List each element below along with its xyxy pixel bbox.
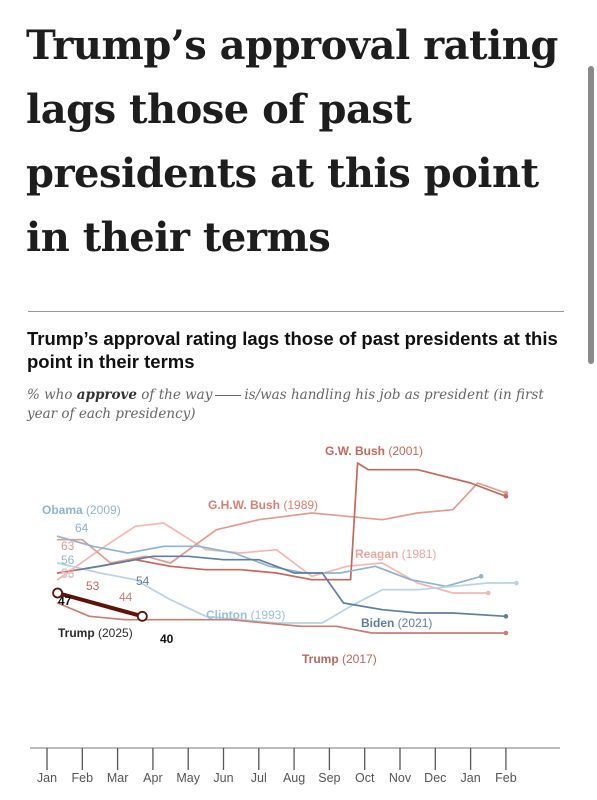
series-line-5: [56, 602, 507, 634]
trump-2025-point: [136, 610, 148, 622]
series-end-dot: [503, 630, 509, 636]
series-end-dot: [478, 574, 484, 579]
series-end-dot: [503, 494, 509, 499]
value-label: 64: [75, 521, 89, 535]
value-label: 40: [160, 632, 174, 646]
x-tick-label: Jul: [251, 771, 267, 785]
value-label: 47: [58, 594, 72, 608]
series-line-7: [55, 591, 145, 619]
series-label: Obama (2009): [42, 503, 121, 517]
x-tick-label: Jan: [461, 771, 481, 785]
series-label: Clinton (1993): [206, 608, 285, 622]
value-label: 53: [86, 579, 100, 593]
x-tick-label: Dec: [424, 771, 446, 785]
chart-subtitle: % who approve of the way is/was handling …: [27, 386, 557, 424]
series-label: Reagan (1981): [355, 547, 436, 561]
value-label: 44: [119, 590, 133, 604]
x-tick-label: Sep: [318, 771, 340, 785]
divider: [28, 311, 564, 312]
subtitle-middle: of the way: [141, 387, 213, 403]
series-label: Biden (2021): [361, 616, 432, 630]
subtitle-bold: approve: [76, 387, 137, 403]
x-tick-label: May: [176, 771, 200, 785]
series-label: G.H.W. Bush (1989): [208, 498, 318, 512]
headline: Trump’s approval rating lags those of pa…: [26, 22, 558, 261]
series-label: Trump (2017): [302, 652, 377, 666]
series-line-1: [56, 482, 507, 564]
series-end-dot: [514, 580, 519, 586]
trump-2025-point: [52, 587, 63, 599]
value-label: 54: [136, 574, 150, 588]
x-tick-label: Nov: [389, 771, 412, 785]
series-end-dot: [485, 590, 491, 596]
series-label: Trump (2025): [58, 626, 133, 640]
series-line-4: [56, 562, 518, 624]
series-end-dot: [503, 614, 509, 619]
series-line-2: [56, 462, 507, 581]
series-line-6: [77, 555, 507, 618]
x-tick-label: Jan: [37, 771, 57, 785]
subtitle-prefix: % who: [27, 387, 73, 403]
x-tick-label: Oct: [355, 771, 375, 785]
value-label: 56: [61, 566, 75, 580]
value-label: 63: [61, 539, 75, 553]
subtitle-blank: [215, 395, 242, 396]
value-label: 56: [61, 553, 75, 567]
x-tick-label: Feb: [72, 771, 94, 785]
x-tick-label: Feb: [495, 771, 517, 785]
series-end-dot: [503, 490, 509, 496]
x-tick-label: Apr: [143, 771, 162, 785]
series-line-3: [56, 535, 483, 588]
x-tick-label: Aug: [283, 771, 305, 785]
scrollbar-thumb[interactable]: [588, 66, 594, 364]
series-label: G.W. Bush (2001): [325, 444, 423, 458]
approval-line-chart: Jan Feb Mar Apr May Jun Jul Aug Sep Oct Nov Dec Jan F…: [30, 444, 560, 785]
series-line-0: [56, 522, 490, 594]
subtitle-suffix: is/was handling his job as president (in…: [27, 387, 544, 422]
value-label: 55: [61, 567, 75, 581]
x-tick-label: Jun: [213, 771, 233, 785]
chart-title: Trump’s approval rating lags those of pa…: [27, 328, 558, 372]
x-tick-label: Mar: [107, 771, 129, 785]
